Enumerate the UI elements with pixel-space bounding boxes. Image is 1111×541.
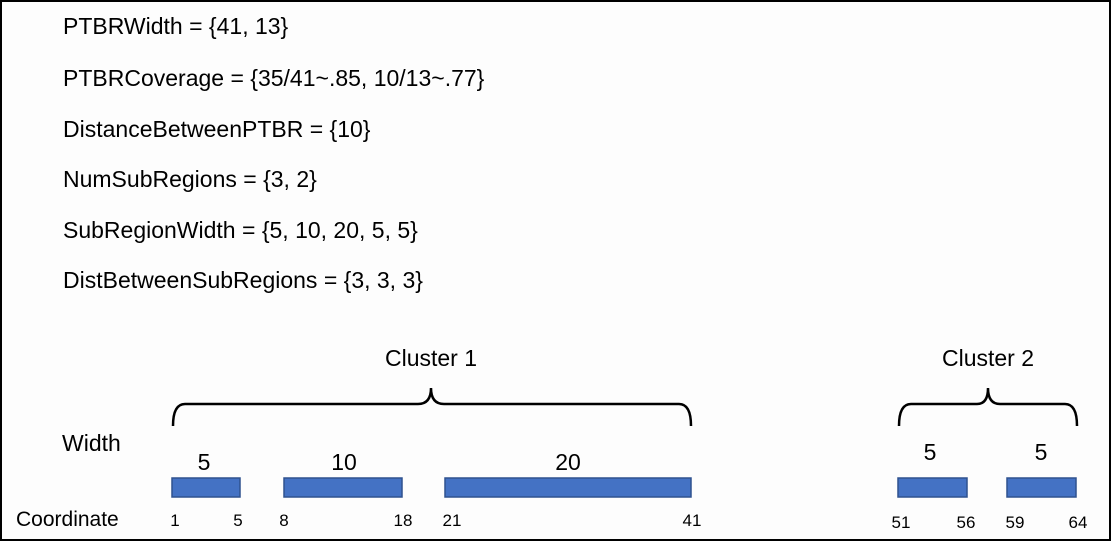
subregion-5-end: 64 bbox=[1069, 513, 1088, 532]
cluster-1-brace bbox=[171, 387, 693, 427]
subregion-5-start: 59 bbox=[1006, 513, 1025, 532]
subregion-2-bar bbox=[283, 477, 403, 498]
subregion-2-width-label: 10 bbox=[331, 449, 357, 475]
cluster-2-brace bbox=[897, 387, 1079, 427]
subregion-3-bar bbox=[444, 477, 692, 498]
subregion-4-start: 51 bbox=[892, 513, 911, 532]
definition-dist-between-subregions: DistBetweenSubRegions = {3, 3, 3} bbox=[63, 267, 423, 293]
subregion-4-bar bbox=[897, 477, 968, 498]
subregion-1-end: 5 bbox=[233, 511, 242, 530]
subregion-4: 5 51 56 bbox=[892, 439, 976, 532]
definition-subregion-width: SubRegionWidth = {5, 10, 20, 5, 5} bbox=[63, 217, 418, 243]
subregion-3-width-label: 20 bbox=[555, 449, 581, 475]
width-row-label: Width bbox=[62, 430, 121, 456]
cluster-2-label: Cluster 2 bbox=[942, 345, 1034, 371]
coordinate-row-label: Coordinate bbox=[16, 508, 119, 531]
subregion-4-end: 56 bbox=[957, 513, 976, 532]
subregion-1-start: 1 bbox=[170, 511, 179, 530]
definition-distance-between-ptbr: DistanceBetweenPTBR = {10} bbox=[63, 116, 371, 142]
subregion-1-bar bbox=[171, 477, 241, 498]
subregion-2-end: 18 bbox=[394, 511, 413, 530]
subregion-1: 5 1 5 bbox=[170, 449, 242, 530]
subregion-5-bar bbox=[1006, 477, 1077, 498]
subregion-2-start: 8 bbox=[279, 511, 288, 530]
subregion-2: 10 8 18 bbox=[279, 449, 412, 530]
subregion-5: 5 59 64 bbox=[1006, 439, 1088, 532]
cluster-2: Cluster 2 bbox=[897, 345, 1079, 427]
definition-num-subregions: NumSubRegions = {3, 2} bbox=[63, 166, 317, 192]
subregion-1-width-label: 5 bbox=[198, 449, 211, 475]
subregion-3-start: 21 bbox=[443, 511, 462, 530]
subregion-3-end: 41 bbox=[683, 511, 702, 530]
definition-ptbr-width: PTBRWidth = {41, 13} bbox=[63, 13, 289, 39]
cluster-1-label: Cluster 1 bbox=[385, 345, 477, 371]
subregion-3: 20 21 41 bbox=[443, 449, 702, 530]
definition-ptbr-coverage: PTBRCoverage = {35/41~.85, 10/13~.77} bbox=[63, 65, 485, 91]
subregion-5-width-label: 5 bbox=[1035, 439, 1048, 465]
cluster-1: Cluster 1 bbox=[171, 345, 693, 427]
subregion-4-width-label: 5 bbox=[924, 439, 937, 465]
